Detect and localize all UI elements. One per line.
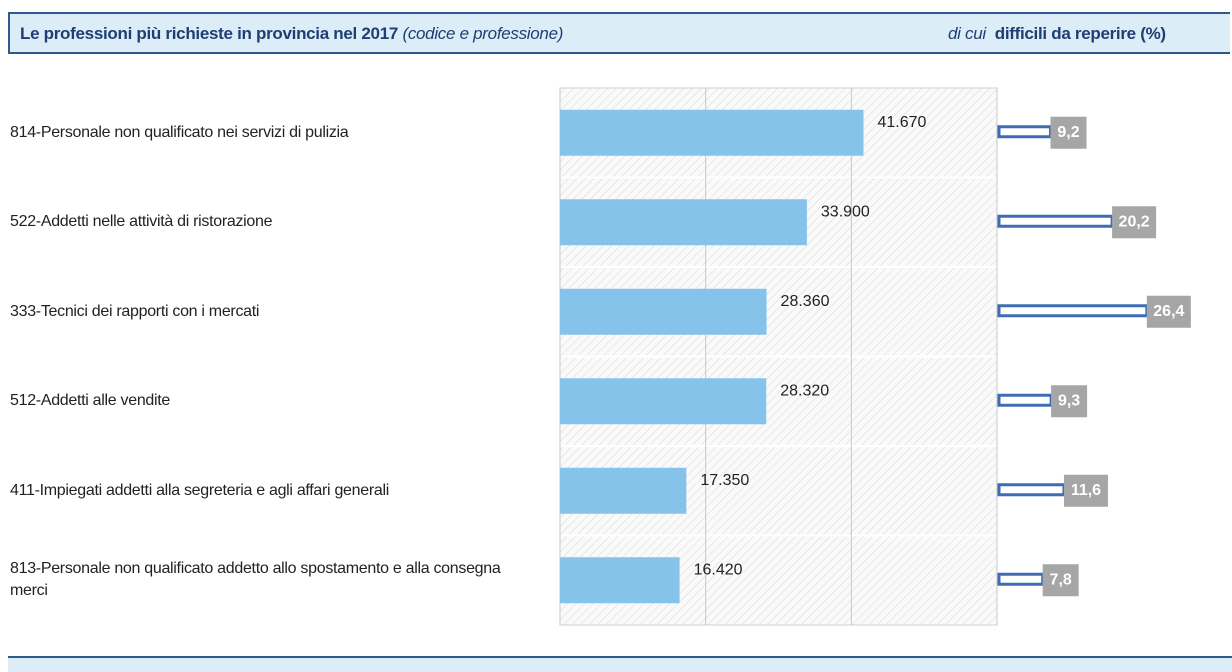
difficulty-label: 26,4 — [1153, 303, 1184, 320]
category-label: 522-Addetti nelle attività di ristorazio… — [10, 213, 273, 231]
value-label: 16.420 — [694, 561, 743, 578]
bar — [560, 467, 687, 514]
difficulty-label-box — [1051, 385, 1088, 418]
difficulty-bar — [997, 214, 1114, 228]
difficulty-label: 9,2 — [1057, 124, 1079, 141]
difficulty-label-box — [1146, 295, 1191, 328]
difficulty-bar — [997, 125, 1053, 139]
difficulty-bar — [997, 304, 1149, 318]
difficulty-bar — [997, 393, 1053, 407]
category-label: 814-Personale non qualificato nei serviz… — [10, 123, 349, 141]
right-title-prefix: di cui — [948, 24, 986, 43]
bar — [560, 288, 767, 335]
difficulty-label: 11,6 — [1071, 482, 1101, 499]
value-label: 17.350 — [700, 472, 749, 489]
difficulty-bar — [997, 572, 1045, 586]
value-label: 28.320 — [780, 382, 829, 399]
difficulty-label-box — [1042, 564, 1079, 597]
difficulty-label: 7,8 — [1050, 571, 1072, 588]
difficulty-bar — [997, 483, 1066, 497]
category-label: 512-Addetti alle vendite — [10, 392, 171, 410]
difficulty-label: 20,2 — [1119, 213, 1150, 230]
value-label: 41.670 — [877, 114, 926, 131]
value-label: 33.900 — [821, 203, 870, 220]
category-label: 333-Tecnici dei rapporti con i mercati — [10, 302, 260, 320]
right-title: di cui difficili da reperire (%) — [948, 14, 1166, 54]
bar — [560, 199, 807, 246]
value-label: 28.360 — [781, 293, 830, 310]
bar — [560, 557, 680, 604]
category-label: 411-Impiegati addetti alla segreteria e … — [10, 481, 389, 499]
header-band — [8, 12, 1230, 54]
chart-title: Le professioni più richieste in provinci… — [20, 14, 563, 54]
difficulty-label-box — [1050, 116, 1087, 149]
category-label: 813-Personale non qualificato addetto al… — [10, 560, 501, 600]
title: Le professioni più richieste in provinci… — [20, 24, 399, 43]
bar — [560, 109, 864, 156]
bar — [560, 378, 767, 425]
right-title-text: difficili da reperire (%) — [994, 24, 1166, 43]
footer-band — [8, 656, 1232, 672]
difficulty-label-box — [1112, 206, 1157, 239]
title-note: (codice e professione) — [402, 24, 564, 43]
difficulty-label-box — [1063, 474, 1108, 507]
difficulty-label: 9,3 — [1058, 392, 1080, 409]
